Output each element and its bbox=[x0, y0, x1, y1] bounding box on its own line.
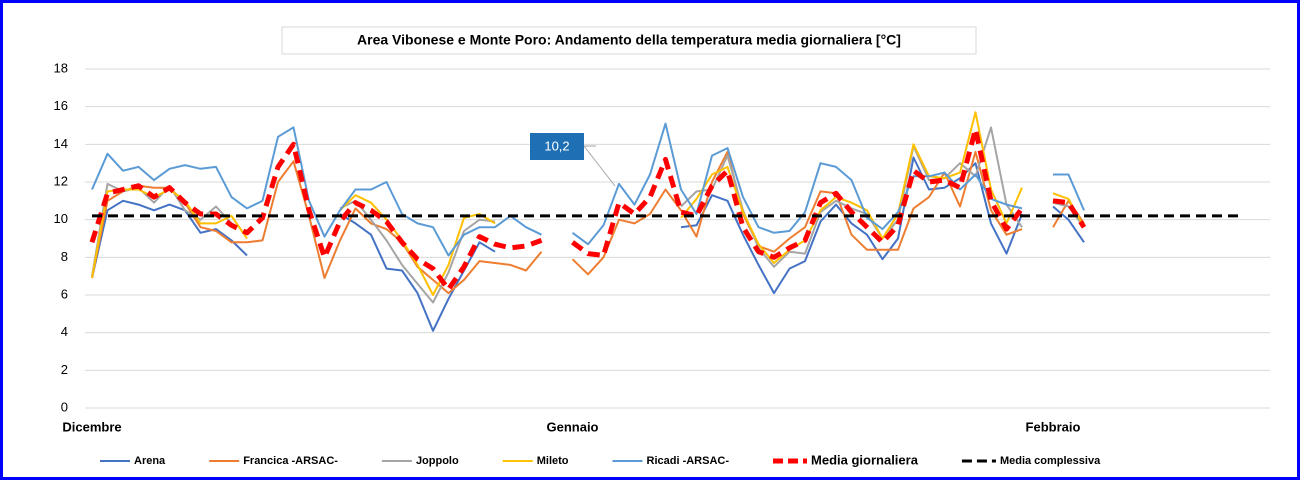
y-tick-label: 14 bbox=[54, 136, 68, 151]
x-tick-label: Gennaio bbox=[546, 419, 598, 434]
y-tick-label: 18 bbox=[54, 60, 68, 75]
y-tick-label: 0 bbox=[61, 399, 68, 414]
y-tick-label: 4 bbox=[61, 324, 68, 339]
x-tick-label: Febbraio bbox=[1026, 419, 1081, 434]
series-line bbox=[91, 122, 1085, 257]
chart-title: Area Vibonese e Monte Poro: Andamento de… bbox=[357, 32, 901, 48]
y-tick-label: 12 bbox=[54, 173, 68, 188]
y-tick-label: 2 bbox=[61, 362, 68, 377]
series-line bbox=[91, 156, 1085, 332]
annotation-box bbox=[530, 133, 584, 160]
title-box bbox=[281, 26, 977, 55]
annotation-leader bbox=[583, 145, 616, 187]
legend-label: Joppolo bbox=[416, 455, 459, 467]
legend-label: Media giornaliera bbox=[811, 452, 919, 467]
legend-label: Francica -ARSAC- bbox=[243, 455, 338, 467]
y-tick-label: 8 bbox=[61, 249, 68, 264]
mean-line bbox=[89, 126, 1087, 292]
legend-label: Mileto bbox=[537, 455, 569, 467]
y-tick-label: 6 bbox=[61, 286, 68, 301]
y-tick-label: 16 bbox=[54, 98, 68, 113]
legend-label: Ricadi -ARSAC- bbox=[647, 455, 730, 467]
legend-label: Media complessiva bbox=[1000, 455, 1101, 467]
y-tick-label: 10 bbox=[54, 211, 68, 226]
annotation-label: 10,2 bbox=[544, 138, 569, 153]
x-tick-label: Dicembre bbox=[62, 419, 121, 434]
legend-label: Arena bbox=[134, 455, 166, 467]
